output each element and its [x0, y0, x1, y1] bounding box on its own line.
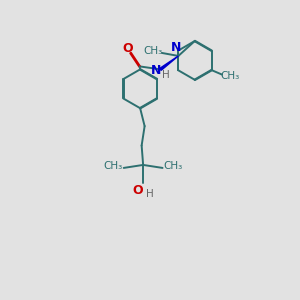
Text: N: N — [151, 64, 161, 77]
Text: CH₃: CH₃ — [103, 161, 123, 171]
Text: CH₃: CH₃ — [164, 161, 183, 171]
Text: O: O — [122, 42, 133, 55]
Text: N: N — [171, 40, 182, 54]
Text: CH₃: CH₃ — [221, 71, 240, 81]
Polygon shape — [160, 56, 178, 70]
Text: O: O — [132, 184, 143, 196]
Text: CH₃: CH₃ — [143, 46, 163, 56]
Text: H: H — [146, 189, 154, 199]
Text: H: H — [162, 70, 170, 80]
